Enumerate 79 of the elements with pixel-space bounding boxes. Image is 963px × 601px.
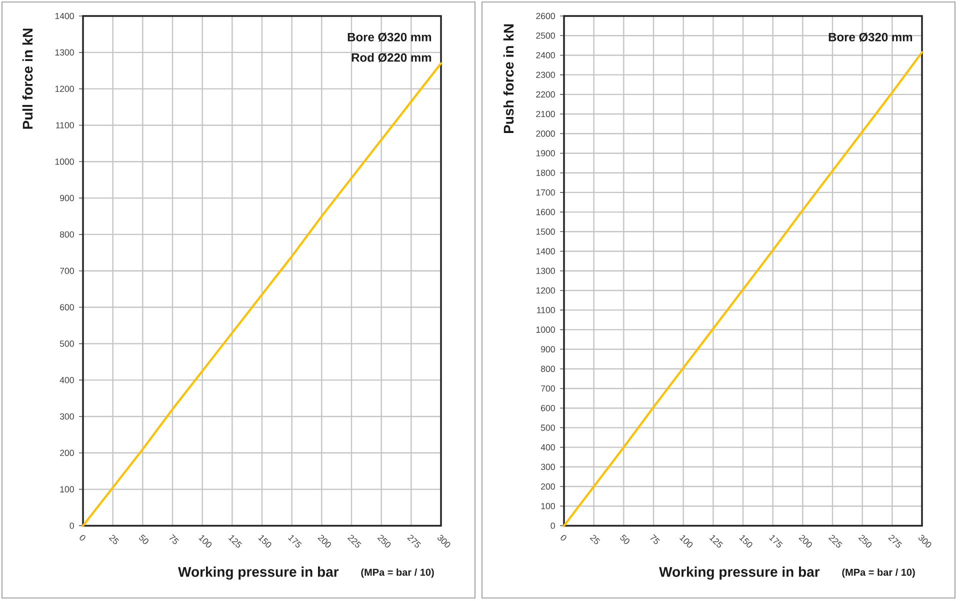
y-tick-label: 1600 xyxy=(536,208,555,216)
text: (MPa = bar / 10) xyxy=(842,568,915,578)
y-tick-label: 400 xyxy=(60,376,74,384)
y-tick-label: 1900 xyxy=(536,150,555,156)
y-tick-label: 1000 xyxy=(536,326,555,333)
x-tick-label: 125 xyxy=(228,535,242,548)
y-tick-label: 0 xyxy=(70,522,74,529)
y-tick-label: 500 xyxy=(540,424,555,431)
x-tick-label: 175 xyxy=(769,535,783,548)
y-tick-label: 0 xyxy=(550,522,555,529)
x-tick-label: 25 xyxy=(108,534,120,544)
y-tick-label: 2100 xyxy=(536,110,555,118)
y-tick-label: 300 xyxy=(540,464,555,470)
x-tick-label: 50 xyxy=(620,534,630,544)
x-tick-label: 50 xyxy=(139,534,148,544)
annotation: Bore Ø320 mm xyxy=(828,32,912,42)
x-tick-label: 75 xyxy=(169,534,179,544)
x-tick-label: 225 xyxy=(347,534,362,548)
x-tick-label: 100 xyxy=(198,535,212,548)
y-tick-label: 700 xyxy=(541,385,555,392)
y-tick-label: 500 xyxy=(60,340,74,347)
y-tick-label: 1800 xyxy=(536,170,555,176)
y-tick-label: 1500 xyxy=(536,228,555,235)
y-tick-label: 2300 xyxy=(536,72,555,78)
y-tick-label: 2200 xyxy=(536,91,555,98)
y-tick-label: 2000 xyxy=(536,130,555,137)
y-tick-label: 700 xyxy=(60,268,74,274)
y-tick-label: 2600 xyxy=(536,12,555,20)
x-tick-label: 150 xyxy=(258,535,272,548)
y-tick-label: 1300 xyxy=(536,268,555,274)
y-tick-label: 1300 xyxy=(55,49,74,56)
annotation: Rod Ø220 mm xyxy=(352,52,432,62)
x-tick-label: 125 xyxy=(709,535,723,548)
x-axis-title: Working pressure in bar xyxy=(178,566,339,580)
y-tick-label: 200 xyxy=(60,450,74,456)
annotation: Bore Ø320 mm xyxy=(348,32,432,42)
y-tick-label: 400 xyxy=(540,444,555,450)
x-tick-label: 225 xyxy=(828,534,842,548)
y-tick-label: 100 xyxy=(541,502,555,510)
line-series xyxy=(82,62,442,527)
y-axis-title: Pull force in kN xyxy=(22,28,33,129)
y-tick-label: 900 xyxy=(541,346,555,352)
y-tick-label: 1000 xyxy=(55,158,74,165)
y-tick-label: 2400 xyxy=(536,52,555,58)
x-tick-label: 175 xyxy=(288,535,302,548)
y-tick-label: 300 xyxy=(60,413,74,420)
x-axis-title: Working pressure in bar xyxy=(659,566,820,580)
x-tick-label: 250 xyxy=(377,534,391,548)
y-tick-label: 1200 xyxy=(536,287,555,294)
x-tick-label: 300 xyxy=(918,534,932,548)
y-tick-label: 600 xyxy=(60,304,74,310)
x-tick-label: 275 xyxy=(888,534,902,548)
text: (MPa = bar / 10) xyxy=(361,568,434,578)
x-tick-label: 200 xyxy=(798,534,812,548)
x-tick-label: 0 xyxy=(80,534,86,541)
x-tick-label: 100 xyxy=(679,535,693,548)
y-tick-label: 900 xyxy=(60,194,74,202)
x-tick-label: 75 xyxy=(650,534,660,544)
y-tick-label: 800 xyxy=(60,231,74,238)
y-tick-label: 1100 xyxy=(56,122,74,128)
y-axis-title: Push force in kN xyxy=(503,24,514,133)
y-tick-label: 600 xyxy=(541,404,555,412)
y-tick-label: 1400 xyxy=(536,248,555,254)
x-tick-label: 250 xyxy=(858,534,872,548)
y-tick-label: 200 xyxy=(541,483,555,490)
y-tick-label: 1400 xyxy=(55,12,74,20)
x-tick-label: 275 xyxy=(407,534,421,548)
y-tick-label: 100 xyxy=(60,486,74,492)
y-tick-label: 2500 xyxy=(536,32,555,39)
y-tick-label: 1700 xyxy=(536,189,555,196)
x-tick-label: 150 xyxy=(739,535,752,548)
y-tick-label: 1200 xyxy=(55,86,74,92)
x-tick-label: 200 xyxy=(318,534,331,548)
y-tick-label: 800 xyxy=(540,366,555,372)
line-series xyxy=(562,51,924,527)
y-tick-label: 1100 xyxy=(537,306,555,314)
x-tick-label: 25 xyxy=(590,534,600,544)
x-tick-label: 0 xyxy=(560,534,566,541)
x-tick-label: 300 xyxy=(438,534,450,548)
